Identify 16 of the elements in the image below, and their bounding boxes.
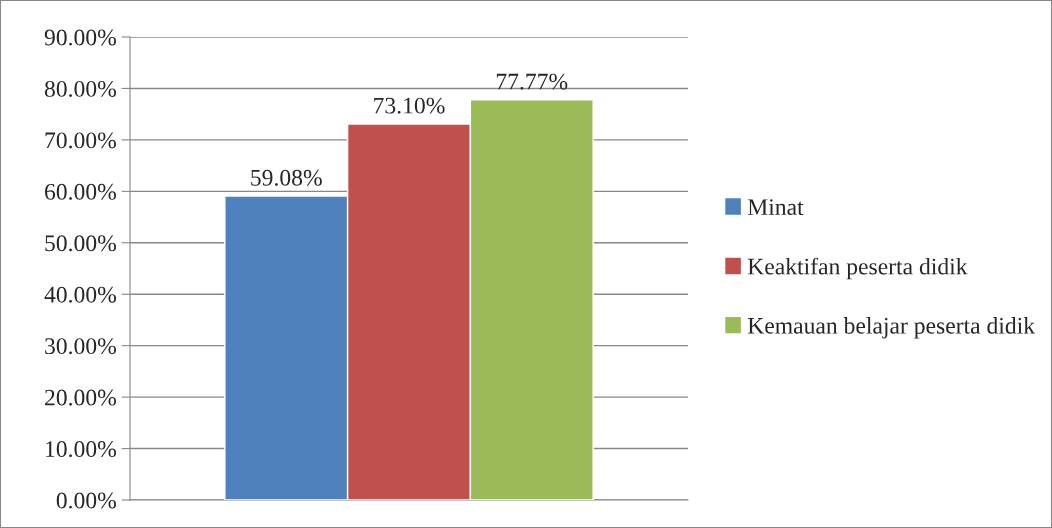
- y-tick-label: 70.00%: [45, 132, 116, 149]
- legend-label: Kemauan belajar peserta didik: [747, 317, 1036, 339]
- data-label: 59.08%: [251, 169, 322, 186]
- y-tick-label: 10.00%: [46, 441, 116, 458]
- legend-label: Minat: [747, 199, 804, 216]
- y-tick-label: 40.00%: [44, 286, 116, 303]
- legend-label: Keaktifan peserta didik: [747, 257, 968, 280]
- y-tick-label: 30.00%: [45, 338, 116, 355]
- y-tick-label: 20.00%: [45, 389, 116, 406]
- data-label: 73.10%: [374, 97, 445, 114]
- y-tick-label: 0.00%: [56, 492, 116, 509]
- y-tick-label: 50.00%: [45, 235, 116, 252]
- y-tick-label: 80.00%: [44, 80, 116, 97]
- y-tick-label: 90.00%: [44, 29, 116, 46]
- y-tick-label: 60.00%: [45, 183, 116, 200]
- data-label: 77.77%: [496, 73, 568, 90]
